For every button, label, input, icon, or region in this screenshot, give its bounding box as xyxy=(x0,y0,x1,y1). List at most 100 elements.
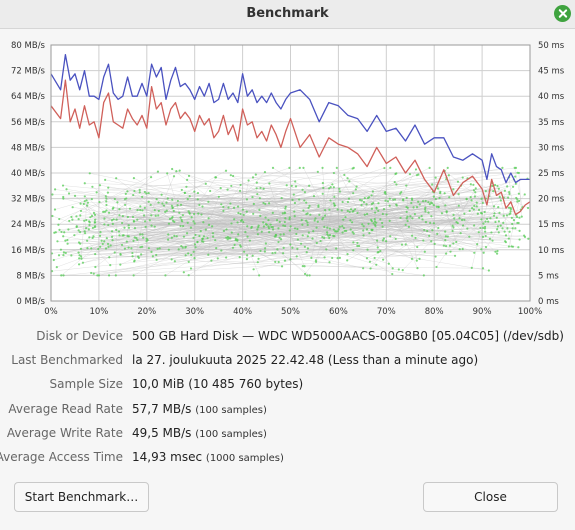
close-button[interactable]: Close xyxy=(423,482,558,512)
access-time-point xyxy=(139,209,142,212)
access-time-point xyxy=(388,197,391,200)
access-time-point xyxy=(229,202,232,205)
access-time-point xyxy=(179,216,182,219)
access-time-point xyxy=(518,216,521,219)
access-time-link xyxy=(317,181,350,222)
access-time-point xyxy=(178,211,181,214)
access-time-point xyxy=(409,215,412,218)
access-time-point xyxy=(399,216,402,219)
access-time-point xyxy=(463,218,466,221)
access-time-point xyxy=(83,195,86,198)
close-window-icon[interactable] xyxy=(554,5,571,22)
access-time-point xyxy=(161,202,164,205)
access-time-point xyxy=(200,213,203,216)
access-time-point xyxy=(293,201,297,205)
access-time-link xyxy=(115,202,118,276)
access-time-point xyxy=(459,232,462,235)
access-time-point xyxy=(449,250,452,253)
access-time-point xyxy=(267,219,270,222)
access-time-point xyxy=(301,265,304,268)
access-time-point xyxy=(303,245,306,248)
access-time-point xyxy=(492,205,496,208)
access-time-point xyxy=(196,240,199,244)
access-time-point xyxy=(516,200,519,203)
access-time-link xyxy=(74,195,123,236)
x-axis-tick-label: 100% xyxy=(518,307,542,317)
access-time-point xyxy=(103,223,106,226)
access-time-point xyxy=(262,225,266,228)
left-axis-tick-label: 8 MB/s xyxy=(16,271,45,281)
access-time-point xyxy=(326,226,329,229)
access-time-point xyxy=(293,215,296,218)
access-time-point xyxy=(517,246,520,249)
access-time-point xyxy=(321,166,324,169)
access-time-point xyxy=(114,274,117,277)
access-time-point xyxy=(239,183,242,187)
access-time-point xyxy=(187,260,190,263)
access-time-point xyxy=(256,261,259,264)
access-time-point xyxy=(488,237,492,240)
access-time-point xyxy=(496,225,499,228)
access-time-point xyxy=(178,169,181,172)
access-time-point xyxy=(66,242,69,245)
access-time-point xyxy=(271,226,274,229)
access-time-point xyxy=(516,221,519,225)
access-time-point xyxy=(323,225,326,229)
access-time-point xyxy=(307,206,310,209)
access-time-point xyxy=(424,210,427,213)
access-time-point xyxy=(233,218,236,221)
access-time-link xyxy=(307,231,505,249)
access-time-link xyxy=(162,176,175,204)
x-axis-tick-label: 50% xyxy=(281,307,300,317)
access-time-point xyxy=(263,250,266,253)
access-time-link xyxy=(144,191,493,241)
access-time-point xyxy=(453,217,456,220)
x-axis-tick-label: 60% xyxy=(329,307,348,317)
access-time-point xyxy=(336,208,339,211)
access-time-point xyxy=(220,249,223,252)
access-time-point xyxy=(402,199,405,202)
access-time-point xyxy=(263,171,267,174)
access-time-point xyxy=(167,233,170,236)
access-time-point xyxy=(452,226,455,229)
access-time-link xyxy=(302,265,484,269)
access-time-point xyxy=(143,206,146,209)
access-time-point xyxy=(384,199,387,202)
access-time-point xyxy=(436,187,440,190)
access-time-point xyxy=(289,225,292,228)
access-time-point xyxy=(255,181,258,184)
access-time-link xyxy=(76,171,159,217)
access-time-link xyxy=(99,201,147,239)
access-time-point xyxy=(251,176,255,179)
access-time-point xyxy=(345,229,348,232)
access-time-point xyxy=(306,223,309,227)
access-time-point xyxy=(133,189,136,193)
access-time-link xyxy=(63,232,499,276)
access-time-link xyxy=(227,189,454,244)
access-time-point xyxy=(251,195,254,199)
access-time-link xyxy=(62,185,162,195)
access-time-point xyxy=(357,244,361,248)
write-rate-value: 49,5 MB/s (100 samples) xyxy=(132,426,267,440)
access-time-link xyxy=(142,201,348,211)
access-time-link xyxy=(452,196,471,226)
access-time-point xyxy=(83,230,86,233)
access-time-point xyxy=(193,212,196,216)
access-time-point xyxy=(295,232,298,236)
access-time-point xyxy=(227,206,230,209)
access-time-point xyxy=(277,240,280,244)
access-time-point xyxy=(379,218,382,221)
access-time-link xyxy=(257,221,489,235)
access-time-point xyxy=(356,244,359,248)
access-time-point xyxy=(523,234,526,237)
access-time-point xyxy=(369,267,372,270)
access-time-point xyxy=(430,240,433,243)
access-time-point xyxy=(397,268,400,271)
access-time-point xyxy=(51,193,54,196)
access-time-point xyxy=(355,185,358,188)
access-time-point xyxy=(457,193,460,196)
access-time-point xyxy=(438,196,441,200)
access-time-point xyxy=(265,223,268,226)
start-benchmark-button[interactable]: Start Benchmark… xyxy=(14,482,149,512)
access-time-point xyxy=(298,198,301,201)
